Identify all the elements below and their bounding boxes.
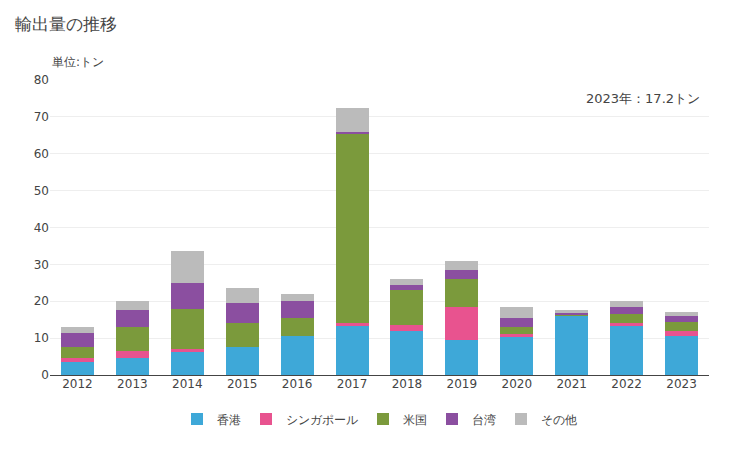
svg-text:単位:トン: 単位:トン: [52, 55, 104, 69]
svg-text:2023: 2023: [666, 377, 697, 391]
svg-text:米国: 米国: [403, 413, 427, 427]
svg-text:2021: 2021: [556, 377, 587, 391]
svg-text:10: 10: [34, 331, 49, 345]
svg-text:台湾: 台湾: [472, 413, 496, 427]
svg-text:2013: 2013: [117, 377, 148, 391]
svg-text:40: 40: [34, 221, 49, 235]
svg-text:2016: 2016: [282, 377, 313, 391]
svg-text:輸出量の推移: 輸出量の推移: [15, 14, 117, 34]
svg-text:2022: 2022: [611, 377, 642, 391]
svg-text:シンガポール: シンガポール: [286, 413, 358, 427]
svg-text:2014: 2014: [172, 377, 203, 391]
svg-text:2023年：17.2トン: 2023年：17.2トン: [586, 91, 700, 106]
svg-text:2015: 2015: [227, 377, 258, 391]
svg-text:0: 0: [41, 368, 49, 382]
svg-text:2018: 2018: [392, 377, 423, 391]
svg-text:その他: その他: [541, 413, 577, 427]
svg-text:2017: 2017: [337, 377, 368, 391]
svg-text:2020: 2020: [502, 377, 533, 391]
svg-text:2012: 2012: [62, 377, 93, 391]
svg-text:30: 30: [34, 258, 49, 272]
svg-text:香港: 香港: [217, 413, 241, 427]
svg-text:80: 80: [34, 73, 49, 87]
svg-text:20: 20: [34, 294, 49, 308]
svg-text:2019: 2019: [447, 377, 478, 391]
svg-text:60: 60: [34, 147, 49, 161]
svg-text:70: 70: [34, 110, 49, 124]
svg-text:50: 50: [34, 184, 49, 198]
